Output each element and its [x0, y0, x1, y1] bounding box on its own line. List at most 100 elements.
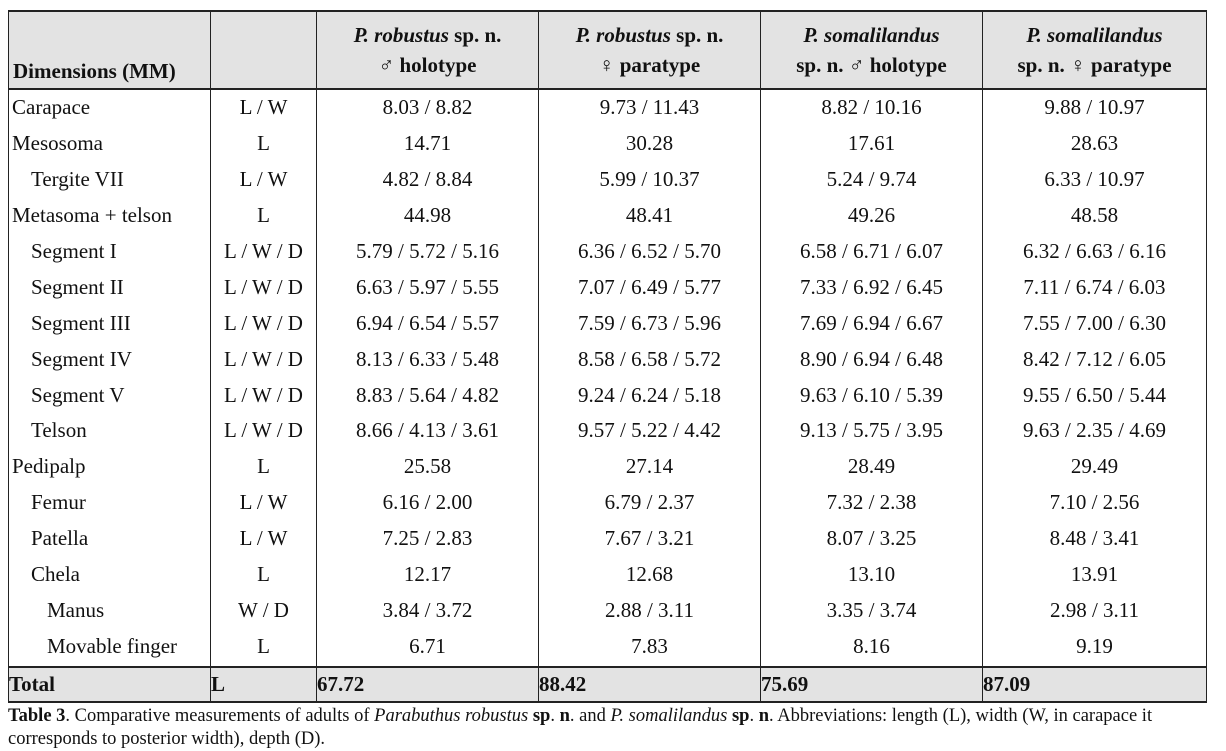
caption-spn: n [758, 706, 769, 726]
measurement-value: 9.24 / 6.24 / 5.18 [538, 377, 761, 414]
measurement-value: 4.82 / 8.84 [316, 161, 539, 198]
measurement-value: 5.24 / 9.74 [760, 161, 983, 198]
total-value-somalilandus-male: 75.69 [760, 666, 983, 704]
dimension-label: Chela [8, 556, 211, 593]
table-body: Carapace L / W 8.03 / 8.82 9.73 / 11.43 8.82… [8, 89, 1207, 668]
measurement-value: 29.49 [982, 448, 1207, 485]
table-row: Segment IV L / W / D 8.13 / 6.33 / 5.48 8.5… [8, 341, 1207, 378]
caption-text: . Abbreviations: length (L), width (W, i… [8, 706, 1153, 749]
dimension-label: Segment III [8, 305, 211, 342]
measurement-value: 8.07 / 3.25 [760, 520, 983, 557]
measurement-value: 5.99 / 10.37 [538, 161, 761, 198]
measure-type: L / W / D [210, 305, 317, 342]
measurement-value: 25.58 [316, 448, 539, 485]
measurement-value: 12.17 [316, 556, 539, 593]
measurement-value: 9.73 / 11.43 [538, 89, 761, 126]
measurement-value: 14.71 [316, 125, 539, 162]
measurement-value: 6.71 [316, 628, 539, 668]
measure-type: L [210, 125, 317, 162]
measurement-value: 27.14 [538, 448, 761, 485]
measurement-value: 7.32 / 2.38 [760, 484, 983, 521]
measurement-value: 6.63 / 5.97 / 5.55 [316, 269, 539, 306]
species-name: P. robustus [575, 23, 671, 47]
dimension-label: Segment V [8, 377, 211, 414]
dimension-label: Segment I [8, 233, 211, 270]
caption-dot: . [550, 706, 560, 726]
measure-type: L [210, 556, 317, 593]
measurement-value: 9.63 / 2.35 / 4.69 [982, 413, 1207, 449]
measurement-value: 7.67 / 3.21 [538, 520, 761, 557]
measurement-value: 7.07 / 6.49 / 5.77 [538, 269, 761, 306]
measurement-value: 7.55 / 7.00 / 6.30 [982, 305, 1207, 342]
measurement-value: 8.16 [760, 628, 983, 668]
dimension-label: Telson [8, 413, 211, 449]
measurement-value: 13.10 [760, 556, 983, 593]
measure-type: L / W / D [210, 341, 317, 378]
measure-type: L / W / D [210, 269, 317, 306]
measurement-value: 7.11 / 6.74 / 6.03 [982, 269, 1207, 306]
header-robustus-male-line1: P. robustus sp. n. [317, 20, 538, 50]
measurement-value: 7.33 / 6.92 / 6.45 [760, 269, 983, 306]
measurement-value: 9.88 / 10.97 [982, 89, 1207, 126]
measurement-value: 9.55 / 6.50 / 5.44 [982, 377, 1207, 414]
measurement-value: 9.13 / 5.75 / 3.95 [760, 413, 983, 449]
measure-type: L / W / D [210, 377, 317, 414]
header-robustus-female-line2: ♀ paratype [598, 53, 701, 77]
total-value-robustus-male: 67.72 [316, 666, 539, 704]
measurement-value: 6.94 / 6.54 / 5.57 [316, 305, 539, 342]
caption-species: P. somalilandus [610, 706, 728, 726]
total-measure: L [210, 666, 317, 704]
measure-type: L / W / D [210, 413, 317, 449]
measurement-value: 8.66 / 4.13 / 3.61 [316, 413, 539, 449]
caption-text: . and [569, 706, 611, 726]
caption-spn: n [559, 706, 570, 726]
measurement-value: 3.84 / 3.72 [316, 592, 539, 629]
measurement-value: 7.59 / 6.73 / 5.96 [538, 305, 761, 342]
measurement-value: 8.90 / 6.94 / 6.48 [760, 341, 983, 378]
table-row: Segment II L / W / D 6.63 / 5.97 / 5.55 7.0… [8, 269, 1207, 306]
table-row: Carapace L / W 8.03 / 8.82 9.73 / 11.43 8.82… [8, 89, 1207, 126]
dimension-label: Patella [8, 520, 211, 557]
measurement-value: 8.58 / 6.58 / 5.72 [538, 341, 761, 378]
dimension-label: Movable finger [8, 628, 211, 668]
measurement-value: 8.83 / 5.64 / 4.82 [316, 377, 539, 414]
measurement-value: 9.63 / 6.10 / 5.39 [760, 377, 983, 414]
table-row: Segment III L / W / D 6.94 / 6.54 / 5.57 7.… [8, 305, 1207, 342]
measurement-value: 49.26 [760, 197, 983, 234]
header-dimensions: Dimensions (MM) [8, 10, 211, 90]
measurement-value: 28.63 [982, 125, 1207, 162]
measurement-value: 2.98 / 3.11 [982, 592, 1207, 629]
header-measure [210, 10, 317, 90]
measurement-value: 7.83 [538, 628, 761, 668]
measure-type: L / W [210, 89, 317, 126]
header-robustus-female-line1: P. robustus sp. n. [539, 20, 760, 50]
table-row: Telson L / W / D 8.66 / 4.13 / 3.61 9.57 / … [8, 413, 1207, 449]
table-row: Tergite VII L / W 4.82 / 8.84 5.99 / 10.37 5… [8, 161, 1207, 198]
measurement-value: 28.49 [760, 448, 983, 485]
table-row: Metasoma + telson L 44.98 48.41 49.26 48.58 [8, 197, 1207, 234]
measurement-value: 9.57 / 5.22 / 4.42 [538, 413, 761, 449]
measurements-table: Dimensions (MM) P. robustus sp. n. ♂ hol… [8, 10, 1207, 704]
table-footer: Total L 67.72 88.42 75.69 87.09 [8, 666, 1207, 704]
measurement-value: 5.79 / 5.72 / 5.16 [316, 233, 539, 270]
header-robustus-female: P. robustus sp. n. ♀ paratype [538, 10, 761, 90]
measure-type: L / W [210, 161, 317, 198]
species-suffix: sp. n. [448, 23, 502, 47]
measurement-value: 13.91 [982, 556, 1207, 593]
measurement-value: 8.03 / 8.82 [316, 89, 539, 126]
caption-dot: . [749, 706, 759, 726]
header-row: Dimensions (MM) P. robustus sp. n. ♂ hol… [8, 10, 1207, 90]
dimension-label: Tergite VII [8, 161, 211, 198]
table-row: Patella L / W 7.25 / 2.83 7.67 / 3.21 8.07 /… [8, 520, 1207, 557]
dimension-label: Femur [8, 484, 211, 521]
measurement-value: 8.42 / 7.12 / 6.05 [982, 341, 1207, 378]
header-somalilandus-female-line2: sp. n. ♀ paratype [1017, 53, 1172, 77]
table-row: Femur L / W 6.16 / 2.00 6.79 / 2.37 7.32 / 2… [8, 484, 1207, 521]
measure-type: L [210, 197, 317, 234]
species-name: P. robustus [353, 23, 449, 47]
measurement-value: 8.48 / 3.41 [982, 520, 1207, 557]
measurement-value: 12.68 [538, 556, 761, 593]
table-row: Pedipalp L 25.58 27.14 28.49 29.49 [8, 448, 1207, 485]
measurement-value: 44.98 [316, 197, 539, 234]
